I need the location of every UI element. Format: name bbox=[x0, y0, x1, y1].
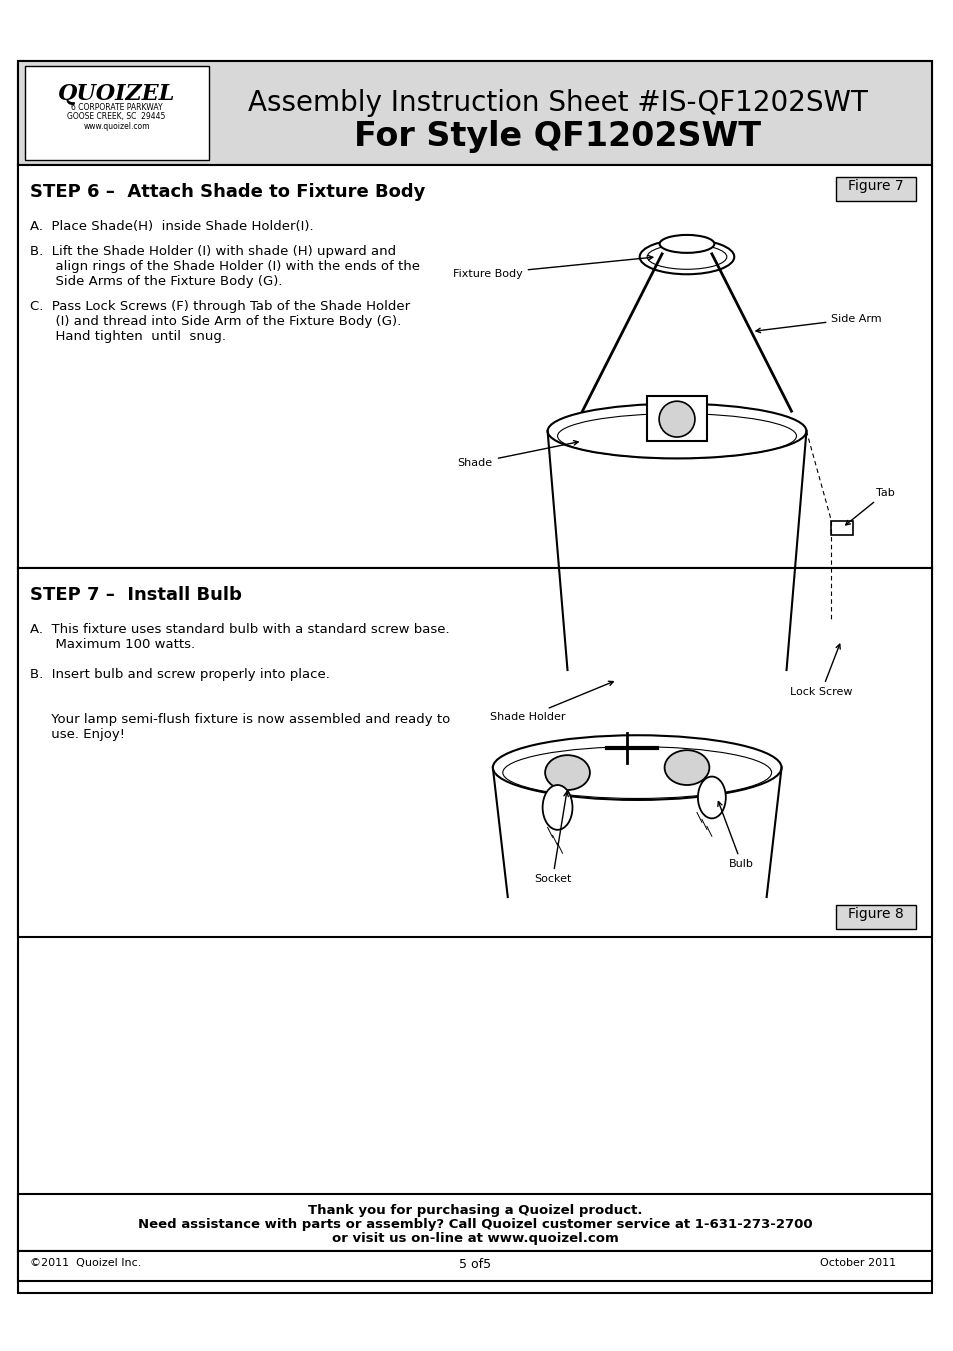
Circle shape bbox=[828, 628, 852, 653]
Text: Fixture Body: Fixture Body bbox=[453, 255, 652, 278]
Text: Lock Screw: Lock Screw bbox=[789, 644, 852, 697]
Ellipse shape bbox=[664, 750, 709, 785]
Text: STEP 6 –  Attach Shade to Fixture Body: STEP 6 – Attach Shade to Fixture Body bbox=[30, 184, 425, 201]
Text: For Style QF1202SWT: For Style QF1202SWT bbox=[354, 120, 760, 154]
Bar bbox=[830, 520, 852, 535]
Bar bbox=[18, 569, 931, 936]
Text: Socket: Socket bbox=[534, 792, 571, 884]
Bar bbox=[18, 61, 931, 165]
Text: Tab: Tab bbox=[844, 488, 894, 526]
Text: QUOIZEL: QUOIZEL bbox=[58, 82, 175, 104]
Bar bbox=[646, 396, 706, 440]
Bar bbox=[18, 165, 931, 569]
Text: A.  This fixture uses standard bulb with a standard screw base.
      Maximum 10: A. This fixture uses standard bulb with … bbox=[30, 623, 449, 651]
Text: Figure 7: Figure 7 bbox=[847, 180, 903, 193]
Text: Shade Holder: Shade Holder bbox=[490, 681, 613, 721]
Bar bbox=[25, 66, 209, 161]
Text: Shade: Shade bbox=[457, 440, 578, 467]
Ellipse shape bbox=[542, 785, 572, 830]
Text: B.  Lift the Shade Holder (I) with shade (H) upward and
      align rings of the: B. Lift the Shade Holder (I) with shade … bbox=[30, 245, 419, 288]
Text: GOOSE CREEK, SC  29445: GOOSE CREEK, SC 29445 bbox=[68, 112, 166, 122]
Text: www.quoizel.com: www.quoizel.com bbox=[83, 123, 150, 131]
Bar bbox=[836, 177, 915, 201]
Ellipse shape bbox=[698, 777, 725, 819]
Text: C.  Pass Lock Screws (F) through Tab of the Shade Holder
      (I) and thread in: C. Pass Lock Screws (F) through Tab of t… bbox=[30, 300, 410, 343]
Bar bbox=[836, 905, 915, 929]
Text: B.  Insert bulb and screw properly into place.: B. Insert bulb and screw properly into p… bbox=[30, 667, 330, 681]
Text: October 2011: October 2011 bbox=[819, 1258, 895, 1269]
Ellipse shape bbox=[639, 239, 734, 274]
Text: or visit us on-line at www.quoizel.com: or visit us on-line at www.quoizel.com bbox=[332, 1232, 618, 1244]
Text: Assembly Instruction Sheet #IS-QF1202SWT: Assembly Instruction Sheet #IS-QF1202SWT bbox=[248, 89, 866, 116]
Text: Thank you for purchasing a Quoizel product.: Thank you for purchasing a Quoizel produ… bbox=[307, 1204, 641, 1217]
Text: STEP 7 –  Install Bulb: STEP 7 – Install Bulb bbox=[30, 586, 241, 604]
Circle shape bbox=[659, 401, 694, 436]
Bar bbox=[18, 1251, 931, 1281]
Text: 5 of5: 5 of5 bbox=[458, 1258, 491, 1271]
Text: Your lamp semi-flush fixture is now assembled and ready to
     use. Enjoy!: Your lamp semi-flush fixture is now asse… bbox=[30, 713, 450, 740]
Text: ©2011  Quoizel Inc.: ©2011 Quoizel Inc. bbox=[30, 1258, 141, 1269]
Ellipse shape bbox=[659, 235, 714, 253]
Text: Side Arm: Side Arm bbox=[755, 313, 881, 332]
Bar bbox=[18, 1194, 931, 1251]
Text: Bulb: Bulb bbox=[717, 801, 754, 869]
Text: Need assistance with parts or assembly? Call Quoizel customer service at 1-631-2: Need assistance with parts or assembly? … bbox=[137, 1217, 811, 1231]
Text: A.  Place Shade(H)  inside Shade Holder(I).: A. Place Shade(H) inside Shade Holder(I)… bbox=[30, 220, 314, 232]
Text: Figure 8: Figure 8 bbox=[847, 907, 903, 921]
Ellipse shape bbox=[544, 755, 589, 790]
Text: 6 CORPORATE PARKWAY: 6 CORPORATE PARKWAY bbox=[71, 103, 162, 112]
